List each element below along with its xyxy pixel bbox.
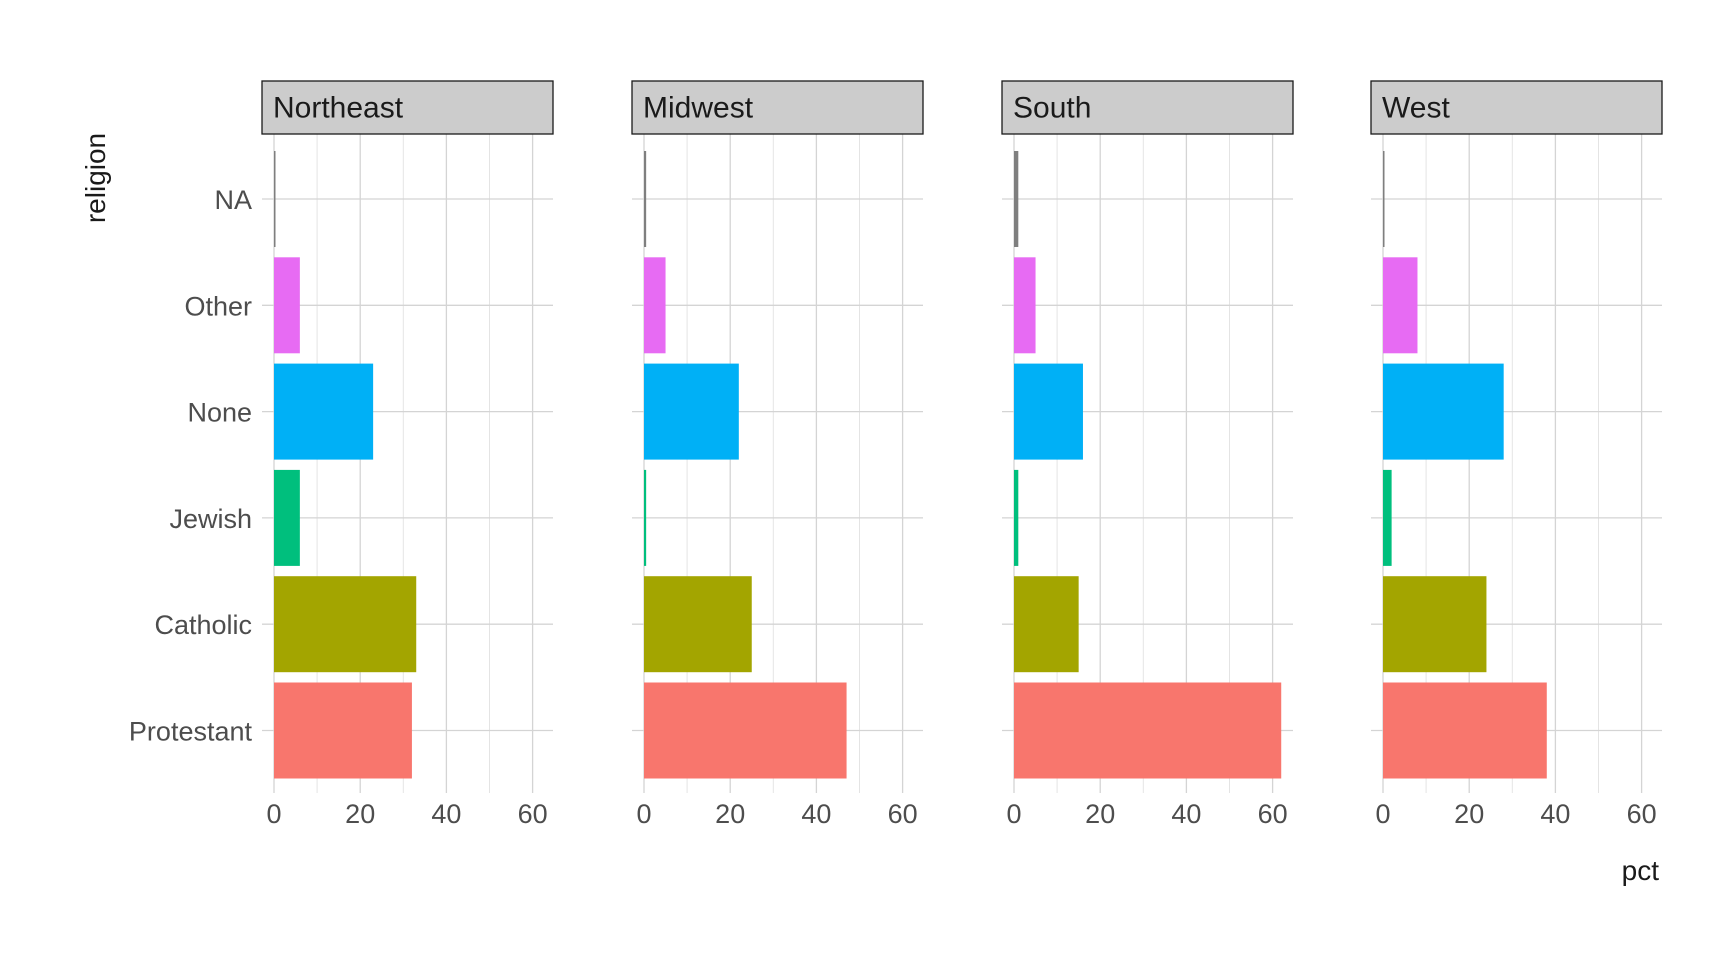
bar-south-none xyxy=(1014,363,1083,460)
bar-northeast-protestant xyxy=(274,682,412,779)
panel-midwest: Midwest 0 20 40 60 xyxy=(631,80,924,829)
facet-strip-label: South xyxy=(1013,92,1091,125)
panel-northeast: Northeast 0 20 40 60 xyxy=(261,80,554,829)
bar-west-jewish xyxy=(1383,469,1392,566)
facet-strip xyxy=(1001,80,1294,135)
x-tick-label: 60 xyxy=(518,799,548,829)
bar-midwest-catholic xyxy=(644,576,752,673)
x-tick-label: 0 xyxy=(1375,799,1390,829)
bar-midwest-na xyxy=(644,151,647,247)
facet-strip xyxy=(1370,80,1663,135)
bar-northeast-jewish xyxy=(274,469,300,566)
facet-strip-label: West xyxy=(1382,92,1450,125)
x-tick-label: 40 xyxy=(1540,799,1570,829)
bar-midwest-other xyxy=(644,257,666,354)
bar-south-jewish xyxy=(1014,469,1019,566)
bar-northeast-catholic xyxy=(274,576,417,673)
x-tick-label: 0 xyxy=(1006,799,1021,829)
bar-west-protestant xyxy=(1383,682,1547,779)
y-tick-label: Other xyxy=(184,291,252,321)
y-axis-title: religion xyxy=(80,133,111,223)
panel-south: South 0 20 40 60 xyxy=(1001,80,1294,829)
bar-west-none xyxy=(1383,363,1504,460)
facet-strip xyxy=(261,80,554,135)
bar-west-other xyxy=(1383,257,1418,354)
bar-northeast-other xyxy=(274,257,300,354)
bar-south-other xyxy=(1014,257,1036,354)
bar-south-protestant xyxy=(1014,682,1282,779)
facet-strip-label: Midwest xyxy=(643,92,754,125)
x-tick-label: 20 xyxy=(1085,799,1115,829)
x-tick-label: 0 xyxy=(636,799,651,829)
x-tick-label: 40 xyxy=(1171,799,1201,829)
x-tick-label: 60 xyxy=(1627,799,1657,829)
bar-west-na xyxy=(1383,151,1385,247)
facet-strip-label: Northeast xyxy=(273,92,404,125)
panel-west: West 0 20 40 60 xyxy=(1370,80,1663,829)
x-tick-label: 0 xyxy=(266,799,281,829)
bar-south-catholic xyxy=(1014,576,1079,673)
x-tick-label: 40 xyxy=(801,799,831,829)
y-tick-label: None xyxy=(187,398,252,428)
x-tick-label: 40 xyxy=(431,799,461,829)
bar-south-na xyxy=(1014,151,1019,247)
x-tick-label: 20 xyxy=(715,799,745,829)
bar-northeast-none xyxy=(274,363,374,460)
x-tick-label: 60 xyxy=(1258,799,1288,829)
x-axis-title: pct xyxy=(1622,855,1660,886)
x-tick-label: 20 xyxy=(345,799,375,829)
x-tick-label: 20 xyxy=(1454,799,1484,829)
y-tick-label: Protestant xyxy=(129,717,253,747)
bar-northeast-na xyxy=(274,151,276,247)
bar-west-catholic xyxy=(1383,576,1487,673)
y-tick-label: Jewish xyxy=(169,504,252,534)
bar-midwest-jewish xyxy=(644,469,647,566)
y-tick-label: NA xyxy=(214,185,252,215)
facet-strip xyxy=(631,80,924,135)
y-tick-label: Catholic xyxy=(154,610,252,640)
bar-midwest-protestant xyxy=(644,682,847,779)
bar-midwest-none xyxy=(644,363,739,460)
x-tick-label: 60 xyxy=(888,799,918,829)
